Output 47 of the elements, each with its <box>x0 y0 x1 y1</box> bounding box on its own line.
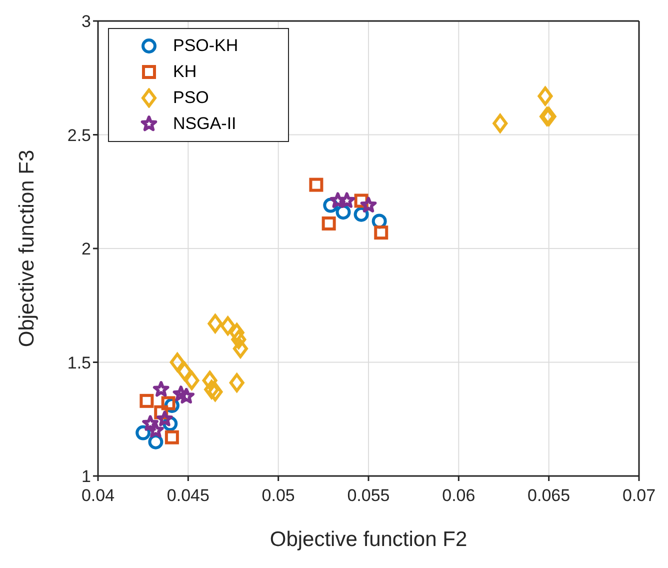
point <box>231 330 246 349</box>
point <box>142 415 158 431</box>
point <box>492 114 508 133</box>
x-tick-label: 0.055 <box>347 486 390 506</box>
y-tick-label: 3 <box>82 12 91 32</box>
point <box>156 410 173 426</box>
x-tick-label: 0.065 <box>528 486 570 506</box>
point <box>202 370 218 390</box>
point <box>164 430 179 444</box>
point <box>184 370 200 390</box>
point <box>374 226 388 240</box>
point <box>229 323 244 342</box>
point <box>140 394 154 408</box>
point <box>204 380 220 400</box>
x-tick-label: 0.05 <box>262 486 295 506</box>
legend-label: KH <box>173 62 197 82</box>
point <box>322 216 336 230</box>
point <box>170 352 185 372</box>
point <box>148 422 164 438</box>
y-tick-label: 2.5 <box>67 126 91 145</box>
point <box>172 386 190 402</box>
point <box>360 196 377 212</box>
x-tick-label: 0.045 <box>166 486 210 506</box>
point <box>229 373 244 392</box>
x-tick-label: 0.04 <box>81 486 115 506</box>
y-tick-label: 2 <box>82 240 91 259</box>
legend-label: NSGA-II <box>173 114 236 134</box>
point <box>220 316 236 336</box>
y-tick-label: 1 <box>82 467 91 486</box>
point <box>178 388 195 404</box>
x-tick-label: 0.07 <box>622 486 656 506</box>
x-tick-label: 0.06 <box>442 486 476 506</box>
x-axis-title: Objective function F2 <box>270 528 468 551</box>
point <box>232 339 248 358</box>
legend-label: PSO <box>173 88 209 108</box>
point <box>208 382 223 402</box>
point <box>152 381 170 397</box>
point <box>338 192 356 208</box>
y-tick-label: 1.5 <box>67 353 91 372</box>
point <box>538 86 553 106</box>
point <box>330 192 346 208</box>
point <box>309 178 324 192</box>
point <box>208 314 223 334</box>
point <box>161 396 176 410</box>
point <box>177 362 192 381</box>
legend-label: PSO-KH <box>173 36 238 56</box>
y-axis-title: Objective function F3 <box>15 150 38 348</box>
